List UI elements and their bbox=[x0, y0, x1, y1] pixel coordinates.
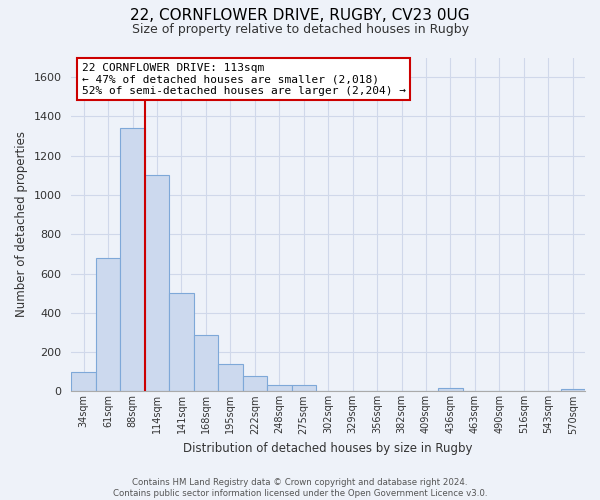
Bar bbox=[218, 364, 242, 392]
Bar bbox=[121, 128, 145, 392]
Bar bbox=[194, 336, 218, 392]
Text: 22, CORNFLOWER DRIVE, RUGBY, CV23 0UG: 22, CORNFLOWER DRIVE, RUGBY, CV23 0UG bbox=[130, 8, 470, 22]
Text: Size of property relative to detached houses in Rugby: Size of property relative to detached ho… bbox=[131, 22, 469, 36]
Text: Contains HM Land Registry data © Crown copyright and database right 2024.
Contai: Contains HM Land Registry data © Crown c… bbox=[113, 478, 487, 498]
Bar bbox=[71, 372, 96, 392]
Bar bbox=[267, 384, 292, 392]
Bar bbox=[242, 376, 267, 392]
Bar bbox=[560, 390, 585, 392]
Bar bbox=[96, 258, 121, 392]
Bar bbox=[438, 388, 463, 392]
Text: 22 CORNFLOWER DRIVE: 113sqm
← 47% of detached houses are smaller (2,018)
52% of : 22 CORNFLOWER DRIVE: 113sqm ← 47% of det… bbox=[82, 62, 406, 96]
Bar bbox=[292, 386, 316, 392]
X-axis label: Distribution of detached houses by size in Rugby: Distribution of detached houses by size … bbox=[184, 442, 473, 455]
Y-axis label: Number of detached properties: Number of detached properties bbox=[15, 132, 28, 318]
Bar bbox=[145, 176, 169, 392]
Bar bbox=[169, 293, 194, 392]
